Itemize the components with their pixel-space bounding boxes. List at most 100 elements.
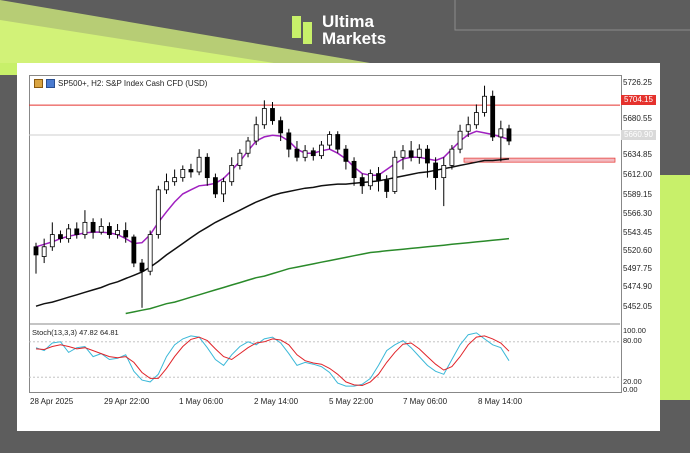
candle-body <box>155 189 161 235</box>
candle-body <box>106 226 112 235</box>
candle-body <box>221 181 226 195</box>
candle-body <box>384 179 390 192</box>
candle-body <box>98 226 104 233</box>
candle-body <box>482 95 487 113</box>
chart-title-bar: SP500+, H2: S&P Index Cash CFD (USD) <box>34 79 207 88</box>
price-tick-label: 5634.85 <box>623 150 652 159</box>
price-tick-label: 5566.30 <box>623 209 652 218</box>
price-tick-label: 5612.00 <box>623 170 652 179</box>
current-price-tag: 5660.90 <box>621 130 656 140</box>
price-tick-label: 5474.90 <box>623 282 652 291</box>
price-tick-label: 5520.60 <box>623 246 652 255</box>
stoch-level-label: 100.00 <box>623 326 646 335</box>
stoch-level-label: 80.00 <box>623 336 642 345</box>
candle-body <box>302 150 308 158</box>
price-tick-label: 5589.15 <box>623 190 652 199</box>
ma-fast-line <box>35 130 510 248</box>
brand-line-1: Ultima <box>322 12 374 31</box>
candle-body <box>237 152 243 166</box>
candle-body <box>400 150 406 158</box>
candle-body <box>351 160 357 179</box>
stoch-d-line <box>35 335 510 387</box>
candle-body <box>343 148 349 162</box>
candle-body <box>131 236 137 264</box>
candle-body <box>425 148 430 164</box>
candle-body <box>90 221 96 233</box>
candle-body <box>164 181 169 191</box>
resistance-price-tag: 5704.15 <box>621 95 656 105</box>
candle-body <box>408 150 414 158</box>
candle-body <box>286 132 292 150</box>
stoch-k-line <box>35 332 510 387</box>
candle-body <box>392 156 398 192</box>
candle-body <box>261 108 267 126</box>
stoch-level-label: 0.00 <box>623 385 638 394</box>
candle-body <box>335 134 341 150</box>
candle-body <box>376 173 381 181</box>
ma-slow-line <box>125 237 510 315</box>
candle-body <box>441 165 447 179</box>
candle-body <box>457 130 463 150</box>
candle-body <box>465 124 471 132</box>
candle-body <box>294 148 300 158</box>
candle-body <box>473 112 479 126</box>
timeframe-icon <box>46 79 55 88</box>
candle-body <box>188 169 194 173</box>
candle-body <box>278 120 284 134</box>
price-tick-label: 5680.55 <box>623 114 652 123</box>
candle-body <box>490 95 496 138</box>
price-tick-label: 5726.25 <box>623 78 652 87</box>
price-tick-label: 5543.45 <box>623 228 652 237</box>
date-tick-label: 29 Apr 22:00 <box>104 397 150 406</box>
candle-body <box>82 221 88 235</box>
candle-body <box>204 156 210 179</box>
candle-body <box>115 230 120 235</box>
date-tick-label: 8 May 14:00 <box>478 397 523 406</box>
candle-body <box>433 162 439 179</box>
date-tick-label: 1 May 06:00 <box>179 397 224 406</box>
date-tick-label: 2 May 14:00 <box>254 397 299 406</box>
candle-body <box>74 228 80 235</box>
candle-body <box>319 144 324 157</box>
chart-title: SP500+, H2: S&P Index Cash CFD (USD) <box>58 79 208 88</box>
candle-body <box>229 165 235 183</box>
candle-body <box>359 177 365 187</box>
price-tick-label: 5452.05 <box>623 302 652 311</box>
candle-body <box>498 128 504 138</box>
candle-body <box>41 246 47 257</box>
candle-body <box>416 148 422 158</box>
candle-body <box>245 140 251 154</box>
candle-body <box>172 177 178 183</box>
stoch-title: Stoch(13,3,3) 47.82 64.81 <box>32 328 119 337</box>
candle-body <box>139 262 145 272</box>
candle-body <box>367 173 373 187</box>
candle-body <box>449 148 455 166</box>
brand-mark-icon <box>292 16 312 44</box>
date-tick-label: 5 May 22:00 <box>329 397 374 406</box>
candle-body <box>196 156 202 173</box>
brand-line-2: Markets <box>322 29 387 48</box>
candle-body <box>253 124 259 142</box>
candle-body <box>66 228 72 240</box>
candle-body <box>180 169 186 179</box>
symbol-icon <box>34 79 43 88</box>
ma-mid-line <box>35 158 510 307</box>
date-tick-label: 28 Apr 2025 <box>30 397 74 406</box>
candle-body <box>49 234 55 248</box>
stoch-level-label: 20.00 <box>623 377 642 386</box>
candle-body <box>33 246 39 256</box>
candle-body <box>58 234 63 240</box>
date-tick-label: 7 May 06:00 <box>403 397 448 406</box>
ultima-markets-logo: Ultima Markets <box>292 13 386 47</box>
candle-body <box>506 128 512 142</box>
candle-body <box>213 177 218 195</box>
candle-body <box>147 234 153 272</box>
support-zone <box>463 157 616 163</box>
candle-body <box>310 150 316 157</box>
candle-body <box>327 134 332 146</box>
price-tick-label: 5497.75 <box>623 264 652 273</box>
candle-body <box>123 230 129 238</box>
candle-body <box>270 108 275 122</box>
